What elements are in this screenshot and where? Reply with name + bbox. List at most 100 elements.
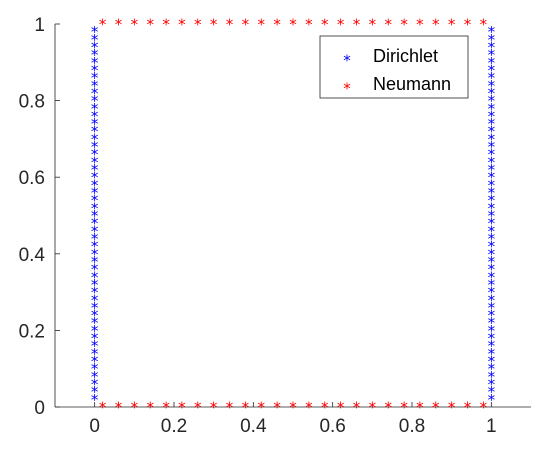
neumann-point: *: [400, 16, 408, 34]
dirichlet-point: *: [488, 307, 496, 325]
neumann-point: *: [226, 16, 234, 34]
x-tick-label: 0: [89, 416, 100, 437]
dirichlet-point: *: [91, 61, 99, 79]
dirichlet-point: *: [91, 115, 99, 133]
dirichlet-point: *: [488, 199, 496, 217]
dirichlet-point: *: [488, 222, 496, 240]
neumann-point: *: [194, 16, 202, 34]
dirichlet-point: *: [488, 238, 496, 256]
dirichlet-point: *: [91, 261, 99, 279]
dirichlet-point: *: [488, 107, 496, 125]
neumann-point: *: [242, 399, 250, 417]
neumann-point: *: [99, 16, 107, 34]
x-tick-label: 1: [486, 416, 497, 437]
dirichlet-point: *: [91, 123, 99, 141]
dirichlet-point: *: [488, 360, 496, 378]
dirichlet-point: *: [91, 77, 99, 95]
dirichlet-point: *: [91, 146, 99, 164]
dirichlet-point: *: [488, 192, 496, 210]
neumann-point: *: [131, 16, 139, 34]
dirichlet-point: *: [91, 31, 99, 49]
dirichlet-point: *: [488, 337, 496, 355]
neumann-point: *: [337, 399, 345, 417]
dirichlet-point: *: [91, 245, 99, 263]
dirichlet-point: *: [91, 276, 99, 294]
dirichlet-point: *: [488, 153, 496, 171]
dirichlet-point: *: [91, 322, 99, 340]
dirichlet-point: *: [488, 46, 496, 64]
dirichlet-point: *: [488, 100, 496, 118]
neumann-point: *: [400, 399, 408, 417]
dirichlet-point: *: [488, 23, 496, 41]
dirichlet-point: *: [91, 207, 99, 225]
dirichlet-point: *: [91, 360, 99, 378]
neumann-point: *: [162, 16, 170, 34]
dirichlet-point: *: [488, 268, 496, 286]
dirichlet-point: *: [91, 222, 99, 240]
dirichlet-point: *: [91, 138, 99, 156]
dirichlet-point: *: [488, 31, 496, 49]
neumann-point: *: [258, 16, 266, 34]
legend-label-neumann: Neumann: [373, 74, 451, 94]
dirichlet-point: *: [91, 192, 99, 210]
neumann-point: *: [289, 399, 297, 417]
markers: ****************************************…: [91, 16, 496, 417]
dirichlet-point: *: [91, 184, 99, 202]
legend-marker-neumann: *: [343, 80, 351, 98]
y-tick-label: 0.2: [19, 321, 45, 342]
x-tick-label: 0.2: [161, 416, 187, 437]
neumann-point: *: [480, 399, 488, 417]
neumann-point: *: [432, 16, 440, 34]
dirichlet-point: *: [488, 314, 496, 332]
dirichlet-point: *: [488, 146, 496, 164]
neumann-point: *: [432, 399, 440, 417]
neumann-point: *: [210, 399, 218, 417]
neumann-point: *: [162, 399, 170, 417]
dirichlet-point: *: [488, 184, 496, 202]
neumann-point: *: [146, 16, 154, 34]
dirichlet-point: *: [488, 299, 496, 317]
neumann-point: *: [353, 399, 361, 417]
dirichlet-point: *: [488, 353, 496, 371]
dirichlet-point: *: [91, 169, 99, 187]
dirichlet-point: *: [488, 92, 496, 110]
dirichlet-point: *: [91, 38, 99, 56]
dirichlet-point: *: [91, 54, 99, 72]
dirichlet-point: *: [488, 276, 496, 294]
neumann-point: *: [448, 16, 456, 34]
x-tick-label: 0.6: [319, 416, 345, 437]
neumann-point: *: [242, 16, 250, 34]
axes: [54, 24, 531, 408]
dirichlet-point: *: [488, 345, 496, 363]
neumann-point: *: [353, 16, 361, 34]
neumann-point: *: [210, 16, 218, 34]
dirichlet-point: *: [91, 383, 99, 401]
neumann-point: *: [115, 16, 123, 34]
x-tick-label: 0.8: [399, 416, 425, 437]
dirichlet-point: *: [91, 153, 99, 171]
neumann-point: *: [146, 399, 154, 417]
neumann-point: *: [99, 399, 107, 417]
dirichlet-point: *: [91, 161, 99, 179]
dirichlet-point: *: [488, 291, 496, 309]
dirichlet-point: *: [488, 330, 496, 348]
dirichlet-point: *: [488, 61, 496, 79]
dirichlet-point: *: [91, 23, 99, 41]
dirichlet-point: *: [488, 391, 496, 409]
neumann-point: *: [384, 399, 392, 417]
dirichlet-point: *: [91, 176, 99, 194]
dirichlet-point: *: [91, 284, 99, 302]
dirichlet-point: *: [488, 84, 496, 102]
dirichlet-point: *: [488, 284, 496, 302]
y-tick-label: 0.8: [19, 92, 45, 113]
neumann-point: *: [258, 399, 266, 417]
dirichlet-point: *: [91, 107, 99, 125]
dirichlet-point: *: [488, 130, 496, 148]
dirichlet-point: *: [488, 215, 496, 233]
dirichlet-point: *: [91, 253, 99, 271]
legend-marker-dirichlet: *: [343, 52, 351, 70]
neumann-point: *: [305, 16, 313, 34]
legend: * Dirichlet * Neumann: [319, 35, 469, 99]
neumann-point: *: [131, 399, 139, 417]
